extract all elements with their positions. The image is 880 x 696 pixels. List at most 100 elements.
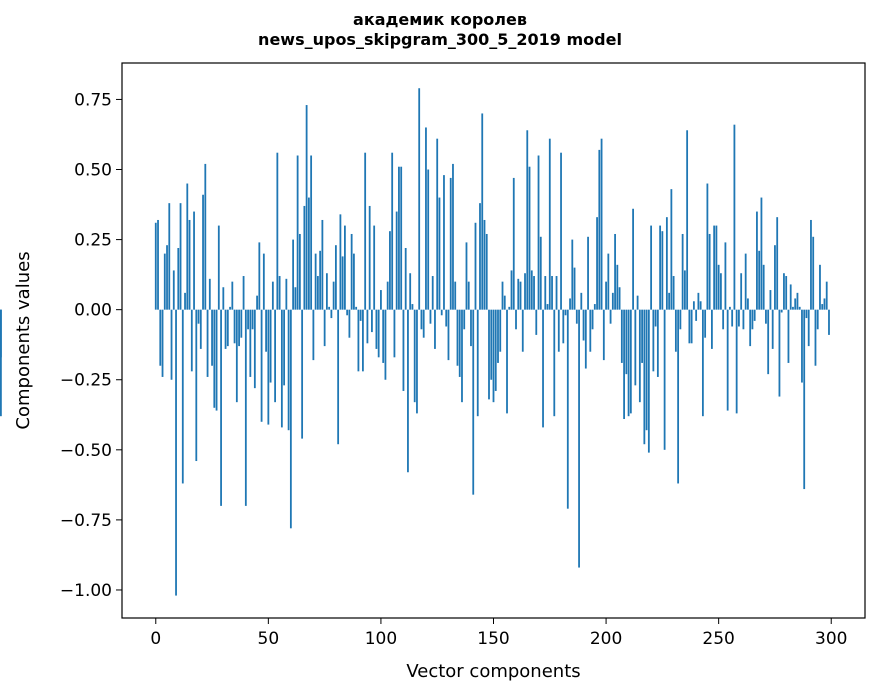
bar [796, 292, 799, 310]
bar [501, 281, 504, 310]
bar [575, 309, 578, 324]
bar [323, 309, 326, 347]
bar [420, 309, 423, 330]
x-tick-label: 300 [815, 629, 847, 649]
bar [179, 203, 182, 310]
bar [258, 242, 261, 310]
bar [598, 149, 601, 310]
chart-subtitle: news_upos_skipgram_300_5_2019 model [258, 30, 622, 49]
bar [686, 130, 689, 310]
bar [454, 281, 457, 310]
bar [276, 152, 279, 310]
y-tick-label: 0.25 [74, 231, 112, 251]
bar [544, 276, 547, 310]
bar [357, 309, 360, 372]
bar [783, 273, 785, 310]
bar [296, 155, 299, 310]
bar [328, 306, 331, 310]
y-axis: −1.00 −0.75 −0.50 −0.25 0.00 0.25 0.50 0.75 [60, 90, 122, 601]
bar [429, 309, 432, 324]
x-tick-label: 150 [477, 629, 509, 649]
y-tick-label: −0.25 [60, 371, 112, 391]
bar [593, 304, 596, 310]
bar [465, 242, 468, 310]
bar [330, 309, 333, 319]
bar [805, 309, 808, 319]
bar [542, 309, 544, 428]
bar [706, 183, 709, 310]
bar [440, 309, 443, 316]
bar [353, 253, 355, 310]
bar [411, 304, 414, 310]
bar [186, 183, 189, 310]
bar [359, 309, 362, 321]
bar [287, 309, 290, 431]
bar [810, 219, 812, 310]
bar [253, 309, 256, 389]
bar [614, 233, 616, 310]
bar [780, 309, 783, 313]
bar [382, 309, 385, 363]
bar [231, 281, 234, 310]
bar [656, 309, 659, 377]
bar [665, 217, 668, 310]
bar [573, 267, 576, 310]
bar [366, 309, 369, 344]
bar [161, 309, 164, 377]
bar [312, 309, 315, 361]
bar [524, 273, 526, 310]
bar [303, 205, 306, 310]
bar [235, 309, 238, 403]
bar [274, 309, 276, 403]
bar [530, 270, 533, 310]
bar [0, 309, 2, 358]
bar [256, 295, 258, 310]
bar [758, 250, 761, 310]
bar [645, 309, 648, 431]
bar [546, 304, 549, 310]
bar [672, 276, 675, 310]
bar [695, 309, 698, 321]
y-tick-label: −1.00 [60, 581, 112, 601]
bar [481, 113, 484, 310]
bar [636, 295, 639, 310]
bar [298, 233, 301, 310]
bar [789, 284, 792, 310]
bar [661, 231, 664, 310]
bar [616, 264, 619, 310]
bar [756, 211, 758, 310]
bar [647, 309, 650, 453]
bar [348, 309, 351, 338]
bar [533, 276, 535, 310]
bar [159, 309, 162, 366]
bar [422, 309, 425, 338]
bar [677, 309, 680, 484]
bar [767, 309, 770, 375]
bar [386, 281, 389, 310]
bar [632, 208, 634, 310]
bar [364, 152, 367, 310]
bar [688, 309, 691, 344]
bar [528, 166, 531, 310]
bar [172, 270, 175, 310]
x-axis: 0 50 100 150 200 250 300 [150, 618, 847, 649]
bar [470, 309, 472, 347]
bar [674, 309, 677, 352]
bar [596, 217, 598, 310]
bar [170, 309, 173, 380]
bar [600, 138, 603, 310]
bar [163, 253, 166, 310]
bar [539, 236, 542, 310]
y-tick-label: 0.50 [74, 161, 112, 181]
x-axis-label: Vector components [406, 661, 580, 682]
bar [226, 309, 229, 347]
bar [566, 309, 569, 509]
bar [166, 245, 168, 310]
bar [188, 219, 191, 310]
bar [663, 309, 666, 450]
bar [729, 306, 731, 310]
x-tick-label: 0 [150, 629, 161, 649]
bar [377, 309, 380, 358]
bar [344, 225, 346, 310]
bar [307, 197, 310, 310]
